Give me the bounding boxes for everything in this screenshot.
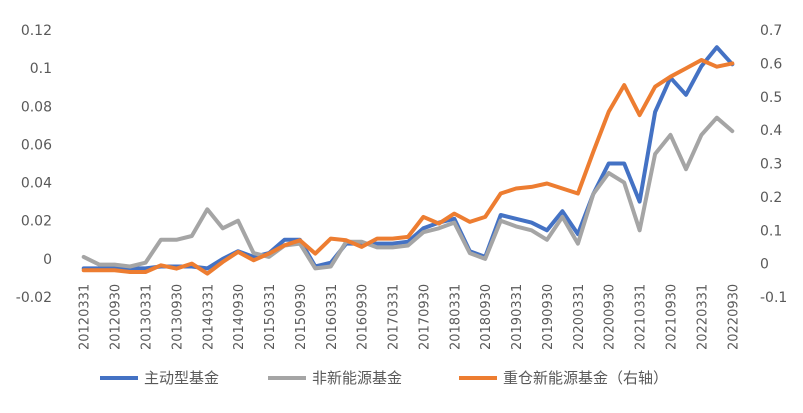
x-tick-label: 20190331	[510, 284, 525, 350]
right-y-tick-label: 0.7	[760, 23, 782, 39]
legend-label: 非新能源基金	[312, 369, 402, 387]
x-tick-label: 20160331	[325, 284, 340, 350]
x-tick-label: 20160930	[356, 284, 371, 350]
x-tick-label: 20140930	[232, 284, 247, 350]
left-y-tick-label: 0.04	[21, 176, 52, 192]
right-y-tick-label: 0.2	[760, 190, 782, 206]
right-y-tick-label: 0.1	[760, 223, 782, 239]
left-y-tick-label: -0.02	[16, 290, 52, 306]
x-tick-label: 20200930	[603, 284, 618, 350]
right-y-axis: -0.1 0 0.1 0.2 0.3 0.4 0.5 0.6 0.7	[760, 23, 787, 306]
right-y-tick-label: 0.5	[760, 90, 782, 106]
x-tick-label: 20210930	[665, 284, 680, 350]
x-tick-label: 20170331	[387, 284, 402, 350]
right-y-tick-label: -0.1	[760, 290, 787, 306]
x-tick-label: 20220930	[726, 284, 741, 350]
x-tick-label: 20120930	[109, 284, 124, 350]
x-tick-label: 20150930	[294, 284, 309, 350]
left-y-tick-label: 0	[43, 252, 52, 268]
x-tick-label: 20180930	[479, 284, 494, 350]
x-tick-label: 20140331	[201, 284, 216, 350]
right-y-tick-label: 0	[760, 257, 769, 273]
x-tick-label: 20130930	[170, 284, 185, 350]
left-y-axis: -0.02 0 0.02 0.04 0.06 0.08 0.1 0.12	[16, 23, 52, 306]
series-line-1	[81, 45, 735, 271]
legend-label: 主动型基金	[144, 369, 219, 387]
right-y-tick-label: 0.3	[760, 157, 782, 173]
right-y-tick-label: 0.6	[760, 56, 782, 72]
left-y-tick-label: 0.1	[30, 61, 52, 77]
x-axis: 20120331 20120930 20130331 20130930 20140331…	[78, 284, 742, 350]
series-line-2	[81, 115, 735, 271]
legend-label: 重仓新能源基金（右轴）	[503, 369, 668, 387]
left-y-tick-label: 0.06	[21, 137, 52, 153]
left-y-tick-label: 0.02	[21, 214, 52, 230]
x-tick-label: 20210331	[634, 284, 649, 350]
x-tick-label: 20200331	[572, 284, 587, 350]
legend: 主动型基金 非新能源基金 重仓新能源基金（右轴）	[100, 369, 668, 387]
left-y-tick-label: 0.12	[21, 23, 52, 39]
x-tick-label: 20220331	[695, 284, 710, 350]
x-tick-label: 20190930	[541, 284, 556, 350]
series-layer	[81, 45, 735, 276]
series-line-3	[81, 58, 735, 276]
x-tick-label: 20130331	[139, 284, 154, 350]
x-tick-label: 20120331	[78, 284, 93, 350]
x-tick-label: 20180331	[448, 284, 463, 350]
right-y-tick-label: 0.4	[760, 123, 782, 139]
x-tick-label: 20170930	[417, 284, 432, 350]
x-tick-label: 20150331	[263, 284, 278, 350]
left-y-tick-label: 0.08	[21, 99, 52, 115]
